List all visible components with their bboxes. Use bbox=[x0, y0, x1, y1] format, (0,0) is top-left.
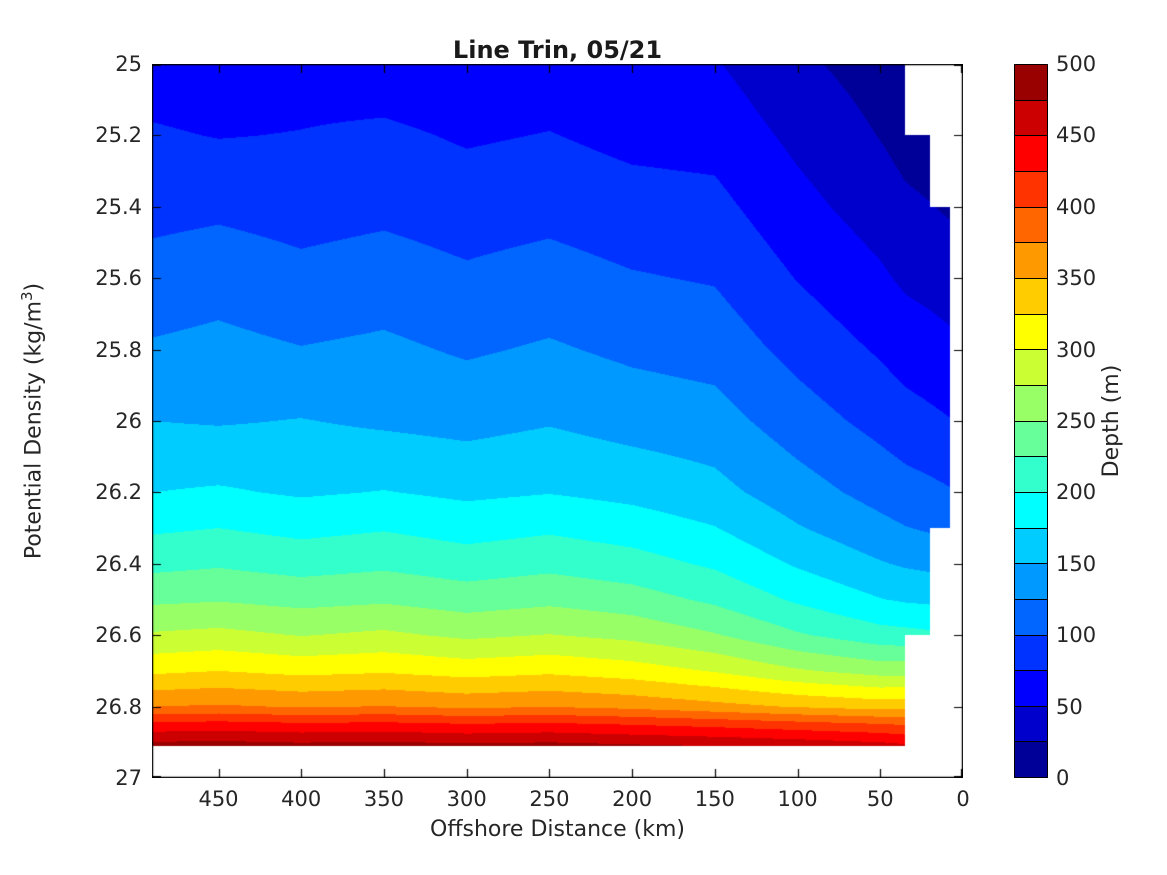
colorbar-band bbox=[1015, 206, 1047, 243]
colorbar-band bbox=[1015, 65, 1047, 100]
x-tick-label: 200 bbox=[612, 787, 653, 811]
colorbar-band bbox=[1015, 491, 1047, 528]
x-tick-label: 0 bbox=[956, 787, 970, 811]
x-tick-label: 150 bbox=[694, 787, 735, 811]
colorbar-tick-label: 0 bbox=[1056, 766, 1070, 790]
colorbar-label: Depth (m) bbox=[1099, 364, 1124, 478]
colorbar-band bbox=[1015, 705, 1047, 742]
colorbar-tick-label: 300 bbox=[1056, 337, 1097, 362]
colorbar-tick-label: 200 bbox=[1056, 480, 1097, 505]
y-tick-label: 26 bbox=[115, 409, 142, 433]
x-tick-label: 450 bbox=[198, 787, 239, 811]
colorbar-band bbox=[1015, 456, 1047, 492]
colorbar-band bbox=[1015, 313, 1047, 350]
x-axis-label: Offshore Distance (km) bbox=[430, 817, 685, 842]
colorbar-band bbox=[1015, 563, 1047, 599]
x-tick-label: 300 bbox=[446, 787, 487, 811]
colorbar-band bbox=[1015, 277, 1047, 314]
y-axis-label-text: Potential Density (kg/m bbox=[21, 301, 47, 560]
colorbar-tick-label: 350 bbox=[1056, 266, 1097, 291]
colorbar-band bbox=[1015, 634, 1047, 671]
colorbar-tick-label: 100 bbox=[1056, 623, 1097, 648]
contour-plot-canvas bbox=[152, 64, 963, 778]
colorbar-band bbox=[1015, 598, 1047, 635]
colorbar-band bbox=[1015, 384, 1047, 421]
y-tick-label: 27 bbox=[115, 766, 142, 790]
x-tick-label: 50 bbox=[866, 787, 894, 811]
y-tick-label: 26.6 bbox=[95, 623, 142, 648]
plot-title: Line Trin, 05/21 bbox=[452, 36, 663, 64]
x-tick-label: 400 bbox=[281, 787, 322, 811]
colorbar-tick-label: 450 bbox=[1056, 123, 1097, 148]
colorbar-tick-label: 150 bbox=[1056, 551, 1097, 576]
colorbar-band bbox=[1015, 99, 1047, 136]
colorbar-band bbox=[1015, 135, 1047, 171]
x-tick-label: 350 bbox=[363, 787, 404, 811]
colorbar-tick-label: 500 bbox=[1056, 52, 1097, 76]
y-tick-label: 25.4 bbox=[95, 194, 142, 219]
y-tick-label: 25.2 bbox=[95, 123, 142, 148]
colorbar-band bbox=[1015, 420, 1047, 457]
colorbar-tick-label: 400 bbox=[1056, 194, 1097, 219]
x-tick-label: 250 bbox=[529, 787, 570, 811]
y-tick-label: 26.2 bbox=[95, 480, 142, 505]
colorbar-band bbox=[1015, 170, 1047, 207]
y-tick-label: 25.6 bbox=[95, 266, 142, 291]
colorbar-tick-label: 250 bbox=[1056, 409, 1097, 433]
x-tick-label: 100 bbox=[777, 787, 818, 811]
colorbar-band bbox=[1015, 349, 1047, 385]
y-tick-label: 26.4 bbox=[95, 551, 142, 576]
y-tick-label: 25 bbox=[115, 52, 142, 76]
y-axis-label-close: ) bbox=[21, 282, 47, 292]
y-tick-label: 26.8 bbox=[95, 694, 142, 719]
colorbar-band bbox=[1015, 741, 1047, 778]
y-axis-label: Potential Density (kg/m3) bbox=[18, 221, 47, 621]
colorbar-band bbox=[1015, 527, 1047, 564]
y-tick-label: 25.8 bbox=[95, 337, 142, 362]
colorbar-band bbox=[1015, 670, 1047, 706]
colorbar-band bbox=[1015, 242, 1047, 278]
y-axis-label-superscript: 3 bbox=[18, 291, 36, 301]
colorbar bbox=[1014, 64, 1048, 778]
colorbar-tick-label: 50 bbox=[1056, 694, 1083, 719]
